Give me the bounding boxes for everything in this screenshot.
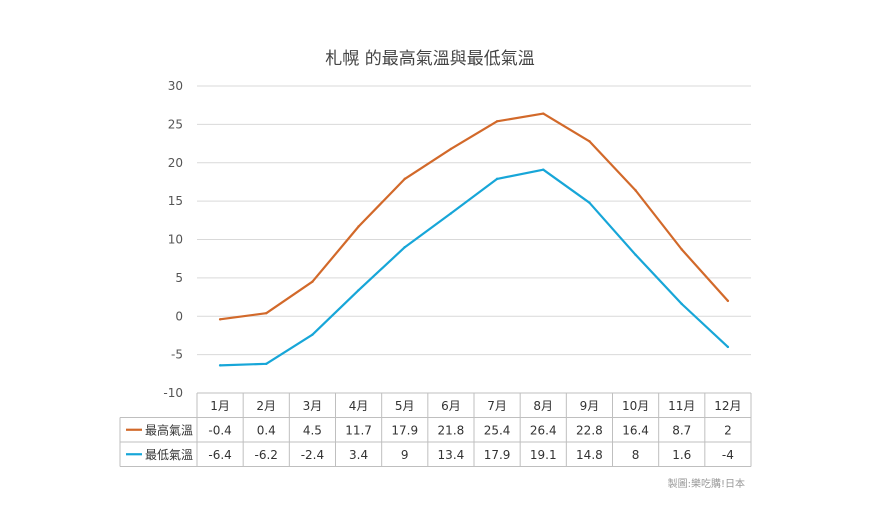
y-tick-label: 30 [168, 79, 183, 93]
data-point [265, 362, 268, 366]
data-point [680, 302, 683, 306]
data-label: 0.4 [257, 424, 276, 438]
y-tick-label: 20 [168, 156, 183, 170]
legend-label: 最低氣溫 [145, 448, 193, 462]
data-point [680, 248, 683, 251]
y-tick-label: 25 [168, 117, 183, 131]
gridlines [197, 85, 751, 394]
data-point [357, 225, 360, 228]
x-tick-label: 5月 [395, 399, 415, 413]
x-tick-label: 9月 [580, 399, 600, 413]
data-label: 19.1 [530, 448, 557, 462]
data-point [218, 318, 222, 321]
data-point [542, 168, 545, 171]
legend-label: 最高氣溫 [145, 423, 193, 438]
data-point [495, 177, 499, 181]
data-point [311, 280, 314, 283]
data-label: 22.8 [576, 424, 603, 438]
data-label: 17.9 [391, 424, 418, 438]
data-point [726, 299, 730, 303]
data-label: 26.4 [530, 424, 557, 438]
data-label: -4 [722, 448, 734, 462]
y-tick-label: 5 [175, 271, 183, 285]
x-tick-label: 1月 [210, 399, 230, 413]
x-tick-label: 2月 [256, 399, 276, 413]
data-point [588, 140, 591, 143]
y-tick-label: -10 [163, 386, 183, 400]
x-tick-label: 4月 [349, 399, 369, 413]
data-label: -2.4 [301, 448, 324, 462]
data-label: 16.4 [622, 424, 649, 438]
data-label: 13.4 [438, 448, 465, 462]
y-tick-label: 0 [175, 309, 183, 323]
y-tick-label: 10 [168, 233, 183, 247]
data-point [265, 311, 268, 315]
data-label: 1.6 [672, 448, 691, 462]
y-axis-ticks: -10 -5 0 5 10 15 20 25 30 [163, 79, 183, 400]
x-tick-label: 10月 [622, 399, 649, 413]
y-tick-label: 15 [168, 194, 183, 208]
data-point [449, 212, 453, 215]
x-tick-label: 8月 [533, 399, 553, 413]
series-lines [218, 112, 730, 367]
data-point [403, 245, 406, 249]
data-point [634, 253, 637, 257]
data-point [495, 120, 499, 123]
data-label: 8.7 [672, 424, 691, 438]
x-tick-label: 11月 [668, 399, 695, 413]
x-tick-label: 7月 [487, 399, 507, 413]
data-label: 14.8 [576, 448, 603, 462]
data-label: 3.4 [349, 448, 368, 462]
data-label: 17.9 [484, 448, 511, 462]
y-tick-label: -5 [171, 348, 183, 362]
x-tick-label: 3月 [303, 399, 323, 413]
data-label: 8 [632, 448, 640, 462]
chart-title: 札幌 的最高氣溫與最低氣溫 [325, 49, 534, 69]
data-label: -6.2 [255, 448, 278, 462]
data-point [403, 177, 406, 181]
data-point [542, 112, 545, 115]
data-label: 2 [724, 424, 732, 438]
data-label: -6.4 [208, 448, 231, 462]
data-point [588, 201, 591, 204]
data-label: 4.5 [303, 424, 322, 438]
data-label: 9 [401, 448, 409, 462]
data-point [634, 189, 637, 192]
data-point [357, 288, 360, 292]
data-label: 25.4 [484, 424, 511, 438]
data-label: 11.7 [345, 424, 372, 438]
x-tick-label: 12月 [714, 399, 741, 413]
data-point [449, 147, 453, 151]
series-line-1 [220, 168, 729, 367]
series-line-0 [219, 112, 729, 321]
credit-text: 製圖:樂吃購!日本 [668, 477, 745, 490]
data-label: 21.8 [438, 424, 465, 438]
data-label: -0.4 [208, 424, 231, 438]
x-tick-label: 6月 [441, 399, 461, 413]
data-point [311, 333, 314, 336]
data-point [726, 345, 730, 349]
data-point [218, 364, 222, 367]
